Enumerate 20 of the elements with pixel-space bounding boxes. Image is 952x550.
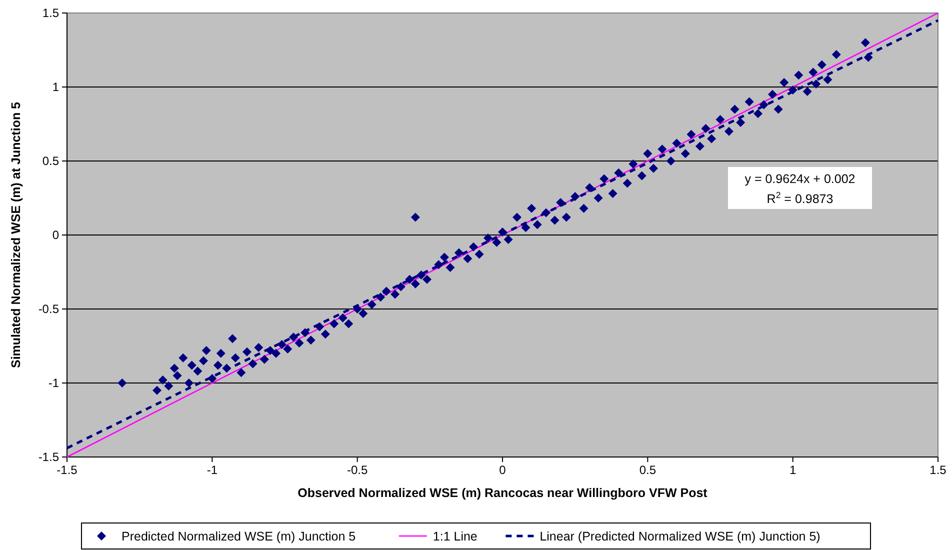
y-tick-label: 1.5 — [42, 6, 60, 20]
y-tick-label: 1 — [52, 80, 60, 94]
x-axis-title: Observed Normalized WSE (m) Rancocas near Willingboro VFW Post — [298, 486, 708, 500]
annotation: y = 0.9624x + 0.002 — [744, 172, 856, 186]
y-tick-label: -1 — [48, 376, 60, 390]
x-tick-label: 0.5 — [639, 463, 656, 477]
legend-label: 1:1 Line — [432, 530, 478, 544]
y-tick-label: 0.5 — [42, 154, 60, 168]
x-tick-label: 1.5 — [930, 463, 947, 477]
legend-label: Predicted Normalized WSE (m) Junction 5 — [122, 530, 356, 544]
annotation: R$^{2}$ = 0.9873 — [766, 190, 834, 206]
x-tick-label: -0.5 — [346, 463, 368, 477]
x-tick-label: 1 — [789, 463, 796, 477]
y-axis-title: Simulated Normalized WSE (m) at Junction 5 — [9, 102, 23, 368]
x-tick-label: 0 — [499, 463, 506, 477]
y-tick-label: -0.5 — [38, 302, 60, 316]
legend-label: Linear (Predicted Normalized WSE (m) Junction 5) — [540, 530, 820, 544]
x-tick-label: -1 — [206, 463, 218, 477]
y-tick-label: -1.5 — [38, 450, 60, 464]
y-tick-label: 0 — [52, 228, 60, 242]
